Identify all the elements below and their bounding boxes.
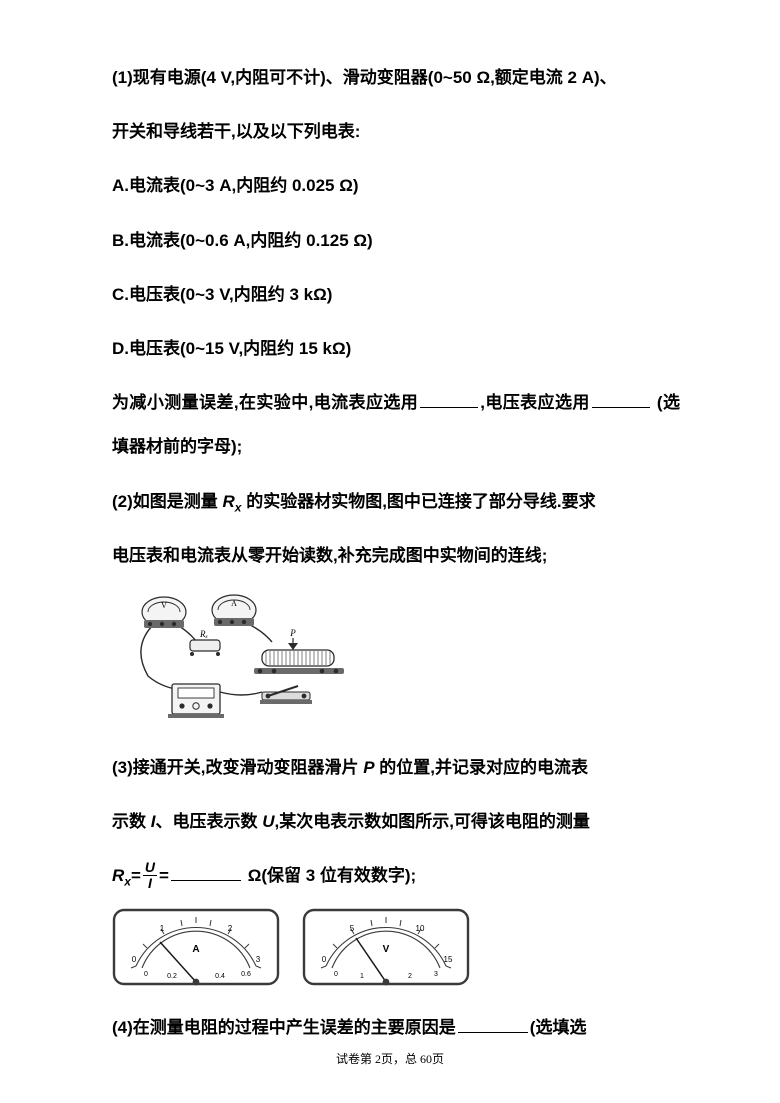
amm-b2: 0.4 — [215, 973, 225, 980]
page-footer: 试卷第 2页，总 60页 — [0, 1050, 780, 1067]
q1-line2: 开关和导线若干,以及以下列电表: — [112, 110, 680, 154]
blank-error-reason[interactable] — [458, 1016, 528, 1033]
q3-l1b: 的位置,并记录对应的电流表 — [375, 758, 588, 777]
q4-a: (4)在测量电阻的过程中产生误差的主要原因是 — [112, 1018, 456, 1037]
q3-line3: Rx=UI= Ω(保留 3 位有效数字); — [112, 854, 680, 898]
circuit-figure: V A Rₓ — [112, 588, 362, 728]
voltmeter-label: V — [161, 601, 167, 610]
q2-line1: (2)如图是测量 Rx 的实验器材实物图,图中已连接了部分导线.要求 — [112, 480, 680, 524]
q2-line2: 电压表和电流表从零开始读数,补充完成图中实物间的连线; — [112, 534, 680, 578]
volt-b1: 1 — [360, 973, 364, 980]
page-content: (1)现有电源(4 V,内阻可不计)、滑动变阻器(0~50 Ω,额定电流 2 A… — [0, 0, 780, 1051]
q3-P: P — [363, 758, 374, 777]
volt-t0: 0 — [322, 955, 327, 964]
rx-resistor-icon: Rₓ — [190, 629, 220, 656]
q3-U: U — [262, 812, 274, 831]
q3-Rx-x: x — [124, 875, 131, 889]
volt-unit: V — [383, 944, 390, 955]
q1-optA: A.电流表(0~3 A,内阻约 0.025 Ω) — [112, 164, 680, 208]
q1-tail-a: 为减小测量误差,在实验中,电流表应选用 — [112, 393, 418, 412]
q3-l2b: 、电压表示数 — [155, 812, 262, 831]
volt-b2: 2 — [408, 973, 412, 980]
fraction-U-over-I: UI — [143, 860, 157, 892]
q3-Rx-R: R — [112, 866, 124, 885]
amm-b0: 0 — [144, 971, 148, 978]
frac-den: I — [143, 875, 157, 891]
q4-line: (4)在测量电阻的过程中产生误差的主要原因是 (选填选 — [112, 1006, 680, 1050]
q3-eq1: = — [131, 866, 141, 885]
frac-num: U — [143, 860, 157, 875]
q3-line1: (3)接通开关,改变滑动变阻器滑片 P 的位置,并记录对应的电流表 — [112, 746, 680, 790]
wire-1 — [141, 626, 182, 690]
rheostat-icon: P — [254, 628, 344, 674]
q3-l2a: 示数 — [112, 812, 151, 831]
q4-b: (选填选 — [530, 1018, 587, 1037]
q1-optD: D.电压表(0~15 V,内阻约 15 kΩ) — [112, 327, 680, 371]
volt-t2: 10 — [416, 924, 425, 933]
rx-label: Rₓ — [199, 629, 208, 639]
voltmeter-icon: V — [142, 597, 186, 628]
q3-l2c: ,某次电表示数如图所示,可得该电阻的测量 — [274, 812, 589, 831]
circuit-svg: V A Rₓ — [112, 588, 362, 728]
ammeter-reading: 0 1 2 3 0 0.2 0.4 0.6 A — [112, 908, 280, 986]
blank-rx-value[interactable] — [171, 864, 241, 881]
volt-t3: 15 — [444, 955, 453, 964]
voltmeter-reading: 0 5 10 15 0 1 2 3 V — [302, 908, 470, 986]
q1-optC: C.电压表(0~3 V,内阻约 3 kΩ) — [112, 273, 680, 317]
amm-t0: 0 — [132, 955, 137, 964]
q1-optB: B.电流表(0~0.6 A,内阻约 0.125 Ω) — [112, 219, 680, 263]
power-supply-icon — [168, 684, 224, 718]
q3-l3c: Ω(保留 3 位有效数字); — [243, 866, 416, 885]
amm-b3: 0.6 — [241, 971, 251, 978]
q2-l1a: (2)如图是测量 — [112, 492, 223, 511]
q1-tail-b: ,电压表应选用 — [480, 393, 590, 412]
q1-tail: 为减小测量误差,在实验中,电流表应选用,电压表应选用 (选填器材前的字母); — [112, 381, 680, 469]
amm-unit: A — [192, 944, 199, 955]
q3-line2: 示数 I、电压表示数 U,某次电表示数如图所示,可得该电阻的测量 — [112, 800, 680, 844]
blank-ammeter-choice[interactable] — [420, 391, 478, 408]
blank-voltmeter-choice[interactable] — [592, 391, 650, 408]
q3-l1a: (3)接通开关,改变滑动变阻器滑片 — [112, 758, 363, 777]
wire-4 — [220, 692, 262, 695]
q3-eq2: = — [159, 866, 169, 885]
amm-t1: 1 — [160, 924, 165, 933]
volt-t1: 5 — [350, 924, 355, 933]
amm-t3: 3 — [256, 955, 261, 964]
amm-b1: 0.2 — [167, 973, 177, 980]
q2-l1b: 的实验器材实物图,图中已连接了部分导线.要求 — [241, 492, 595, 511]
Rx-R: R — [223, 492, 235, 511]
volt-b0: 0 — [334, 971, 338, 978]
volt-b3: 3 — [434, 971, 438, 978]
switch-icon — [260, 686, 312, 704]
ammeter-icon: A — [212, 595, 256, 626]
ammeter-label: A — [231, 599, 237, 608]
meters-row: 0 1 2 3 0 0.2 0.4 0.6 A — [112, 908, 680, 986]
rheostat-p-label: P — [289, 628, 296, 638]
q1-line1: (1)现有电源(4 V,内阻可不计)、滑动变阻器(0~50 Ω,额定电流 2 A… — [112, 56, 680, 100]
amm-t2: 2 — [228, 924, 233, 933]
